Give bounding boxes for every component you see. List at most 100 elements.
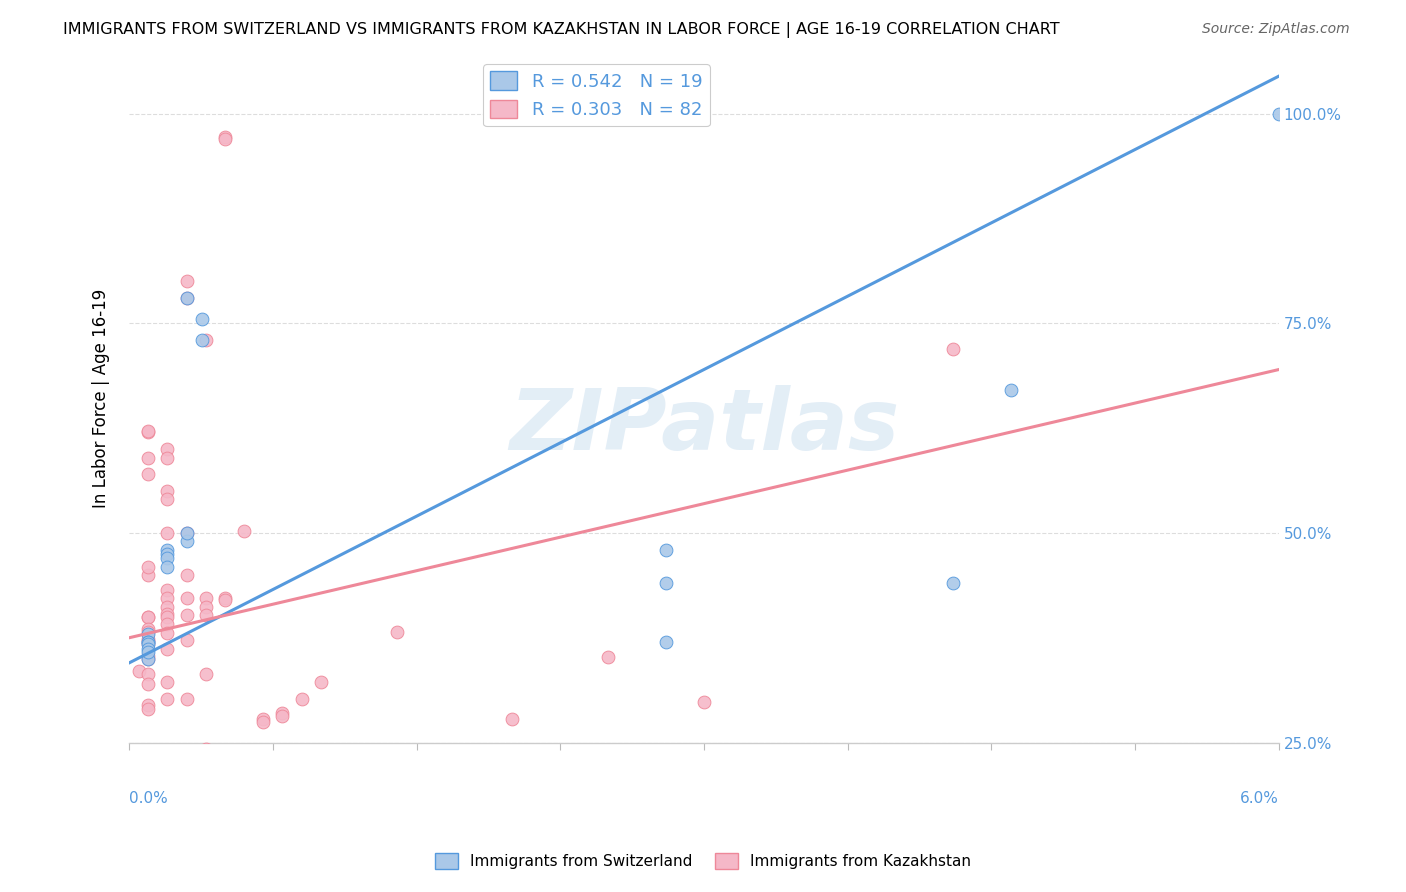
Point xyxy=(156,754,179,768)
Point xyxy=(156,675,179,690)
Point xyxy=(191,312,214,326)
Point xyxy=(136,467,159,482)
Point xyxy=(176,568,198,582)
Point xyxy=(156,641,179,656)
Point xyxy=(136,425,159,440)
Point xyxy=(136,568,159,582)
Point xyxy=(136,609,159,624)
Point xyxy=(1268,107,1291,121)
Y-axis label: In Labor Force | Age 16-19: In Labor Force | Age 16-19 xyxy=(93,289,110,508)
Point xyxy=(156,625,179,640)
Point xyxy=(214,130,236,145)
Point xyxy=(501,821,523,835)
Point xyxy=(156,442,179,457)
Point xyxy=(405,773,427,788)
Point xyxy=(136,624,159,639)
Point xyxy=(194,830,217,844)
Point xyxy=(1000,384,1022,398)
Point xyxy=(156,547,179,561)
Point xyxy=(156,526,179,541)
Point xyxy=(128,665,150,679)
Point xyxy=(271,708,294,723)
Point xyxy=(194,591,217,606)
Point xyxy=(309,675,332,690)
Point xyxy=(176,608,198,623)
Point xyxy=(156,609,179,624)
Point xyxy=(214,593,236,607)
Point xyxy=(425,754,447,768)
Point xyxy=(405,771,427,785)
Point xyxy=(176,526,198,541)
Point xyxy=(176,291,198,305)
Point xyxy=(156,591,179,606)
Point xyxy=(214,132,236,146)
Point xyxy=(136,637,159,651)
Point xyxy=(156,551,179,566)
Point xyxy=(176,291,198,305)
Text: IMMIGRANTS FROM SWITZERLAND VS IMMIGRANTS FROM KAZAKHSTAN IN LABOR FORCE | AGE 1: IMMIGRANTS FROM SWITZERLAND VS IMMIGRANT… xyxy=(63,22,1060,38)
Point xyxy=(136,626,159,640)
Text: 6.0%: 6.0% xyxy=(1240,790,1279,805)
Point xyxy=(136,677,159,691)
Point xyxy=(194,608,217,623)
Point xyxy=(176,526,198,541)
Point xyxy=(156,542,179,557)
Point xyxy=(191,333,214,347)
Point xyxy=(598,650,620,665)
Point xyxy=(136,559,159,574)
Point xyxy=(156,692,179,706)
Legend: Immigrants from Switzerland, Immigrants from Kazakhstan: Immigrants from Switzerland, Immigrants … xyxy=(429,847,977,875)
Point xyxy=(942,576,965,591)
Point xyxy=(501,712,523,726)
Point xyxy=(136,666,159,681)
Point xyxy=(463,756,485,771)
Point xyxy=(136,634,159,648)
Point xyxy=(654,576,676,591)
Point xyxy=(194,779,217,793)
Legend: R = 0.542   N = 19, R = 0.303   N = 82: R = 0.542 N = 19, R = 0.303 N = 82 xyxy=(484,64,710,127)
Point xyxy=(156,607,179,622)
Point xyxy=(329,746,352,760)
Point xyxy=(156,450,179,465)
Point xyxy=(136,651,159,665)
Point xyxy=(942,342,965,356)
Point xyxy=(136,635,159,649)
Point xyxy=(136,609,159,624)
Point xyxy=(136,623,159,637)
Point xyxy=(233,524,256,539)
Point xyxy=(252,712,274,726)
Point xyxy=(194,333,217,347)
Point xyxy=(156,599,179,614)
Point xyxy=(136,649,159,664)
Text: Source: ZipAtlas.com: Source: ZipAtlas.com xyxy=(1202,22,1350,37)
Point xyxy=(194,666,217,681)
Point xyxy=(654,635,676,649)
Point xyxy=(252,714,274,729)
Point xyxy=(136,641,159,656)
Point xyxy=(176,821,198,835)
Point xyxy=(136,645,159,659)
Point xyxy=(136,632,159,646)
Point xyxy=(136,702,159,716)
Point xyxy=(136,635,159,649)
Point xyxy=(194,599,217,614)
Text: ZIPatlas: ZIPatlas xyxy=(509,384,898,467)
Point xyxy=(156,744,179,758)
Point xyxy=(194,742,217,756)
Point xyxy=(156,616,179,631)
Point xyxy=(290,692,312,706)
Point xyxy=(176,275,198,289)
Text: 0.0%: 0.0% xyxy=(129,790,167,805)
Point xyxy=(156,559,179,574)
Point xyxy=(176,692,198,706)
Point xyxy=(136,637,159,651)
Point xyxy=(156,582,179,597)
Point xyxy=(176,750,198,764)
Point xyxy=(136,424,159,438)
Point xyxy=(693,695,716,709)
Point xyxy=(654,542,676,557)
Point xyxy=(194,769,217,783)
Point xyxy=(176,591,198,606)
Point xyxy=(136,651,159,665)
Point xyxy=(156,484,179,499)
